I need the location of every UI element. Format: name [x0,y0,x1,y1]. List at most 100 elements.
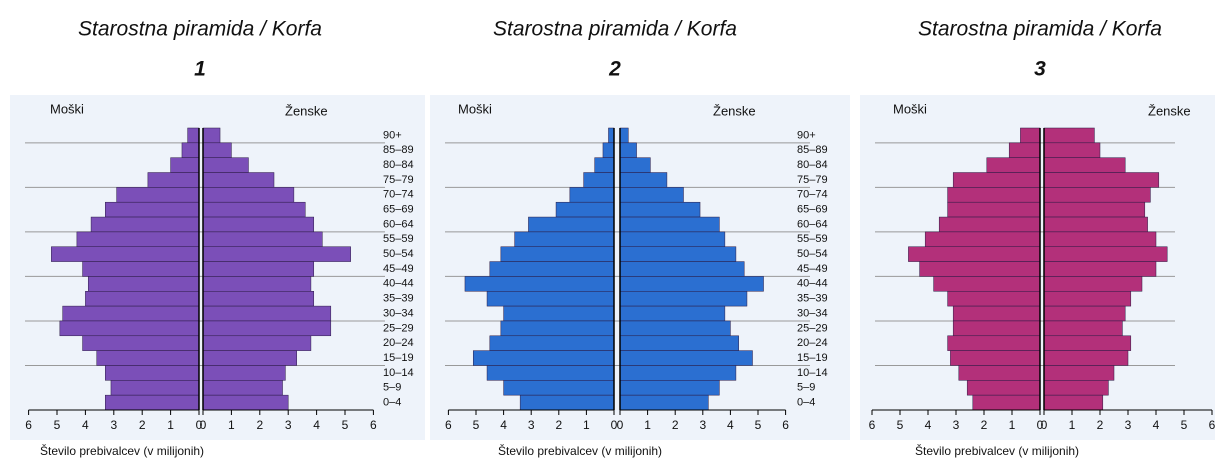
x-tick-label: 4 [727,418,734,432]
bar-male [105,365,200,381]
bar-male [594,157,615,173]
bar-male [972,394,1041,411]
bar-female [202,365,286,381]
x-tick-label: 4 [82,418,89,432]
age-label: 65–69 [383,204,414,216]
bar-female [1043,380,1109,396]
bar-female [619,394,709,411]
x-tick-label: 0 [200,418,207,432]
bar-female [1043,350,1129,366]
x-tick-label: 1 [1009,418,1016,432]
age-label: 65–69 [797,204,828,216]
legend-label: Ženske [713,103,756,118]
legend-label: Moški [458,101,492,116]
x-tick-label: 0 [611,418,618,432]
age-label: 80–84 [383,159,414,171]
bar-female [202,172,275,188]
age-label: 35–39 [797,293,828,305]
bar-male [105,394,200,411]
x-tick-label: 1 [167,418,174,432]
x-tick-label: 2 [1097,418,1104,432]
x-tick-label: 0 [1041,418,1048,432]
x-tick-label: 3 [699,418,706,432]
x-tick-label: 1 [583,418,590,432]
x-tick-label: 2 [981,418,988,432]
chart-subtitle: 1 [194,58,206,81]
bar-female [202,320,332,337]
bar-female [202,350,297,366]
bar-male [503,305,615,322]
x-tick-label: 6 [1209,418,1215,432]
bar-male [110,380,200,396]
bar-female [202,216,315,233]
bar-female [202,201,306,218]
bar-male [924,231,1041,247]
age-label: 10–14 [383,367,414,379]
age-label: 85–89 [383,144,414,156]
x-tick-label: 4 [313,418,320,432]
bar-female [202,335,312,351]
age-label: 25–29 [383,322,414,334]
x-tick-label: 0 [1037,418,1044,432]
bar-female [202,261,315,277]
age-label: 50–54 [797,248,828,260]
bar-female [1043,201,1146,218]
bar-female [1043,142,1101,158]
bar-male [486,365,615,381]
bar-female [202,187,295,203]
age-label: 30–34 [797,307,828,319]
bar-male [514,231,615,247]
chart-title: Starostna piramida / Korfa [918,18,1162,41]
bar-female [1043,246,1168,262]
bar-male [62,305,200,322]
bar-male [908,246,1041,262]
bar-male [464,276,615,292]
bar-female [619,261,745,277]
x-tick-label: 6 [370,418,377,432]
x-tick-label: 1 [644,418,651,432]
x-tick-label: 2 [672,418,679,432]
x-tick-label: 5 [54,418,61,432]
age-label: 15–19 [383,352,414,364]
age-label: 5–9 [383,382,401,394]
age-label: 0–4 [797,396,815,408]
bar-female [619,276,764,292]
bar-female [202,394,289,411]
legend-label: Moški [50,101,84,116]
age-label: 55–59 [383,233,414,245]
x-tick-label: 3 [528,418,535,432]
x-axis-label: Število prebivalcev (v milijonih) [40,443,204,458]
age-label: 90+ [383,129,402,141]
chart-subtitle: 3 [1034,58,1046,81]
bar-male [958,365,1041,381]
bar-female [1043,127,1095,144]
bar-female [1043,187,1151,203]
bar-male [528,216,615,233]
bar-male [952,172,1041,188]
bar-male [947,291,1041,307]
legend-label: Ženske [1148,103,1191,118]
age-label: 60–64 [383,218,414,230]
bar-male [116,187,200,203]
bar-female [619,187,684,203]
bar-female [202,157,249,173]
bar-male [96,350,200,366]
bar-female [619,127,629,144]
bar-male [90,216,200,233]
x-tick-label: 6 [445,418,452,432]
age-label: 45–49 [797,263,828,275]
bar-female [202,231,323,247]
x-tick-label: 5 [1181,418,1188,432]
bar-female [202,142,232,158]
age-label: 20–24 [797,337,828,349]
bar-female [1043,291,1132,307]
age-label: 10–14 [797,367,828,379]
x-tick-label: 0 [196,418,203,432]
bar-male [76,231,200,247]
age-label: 40–44 [797,278,828,290]
age-label: 45–49 [383,263,414,275]
bar-male [952,320,1041,337]
x-tick-label: 5 [755,418,762,432]
age-label: 20–24 [383,337,414,349]
bar-female [619,157,651,173]
